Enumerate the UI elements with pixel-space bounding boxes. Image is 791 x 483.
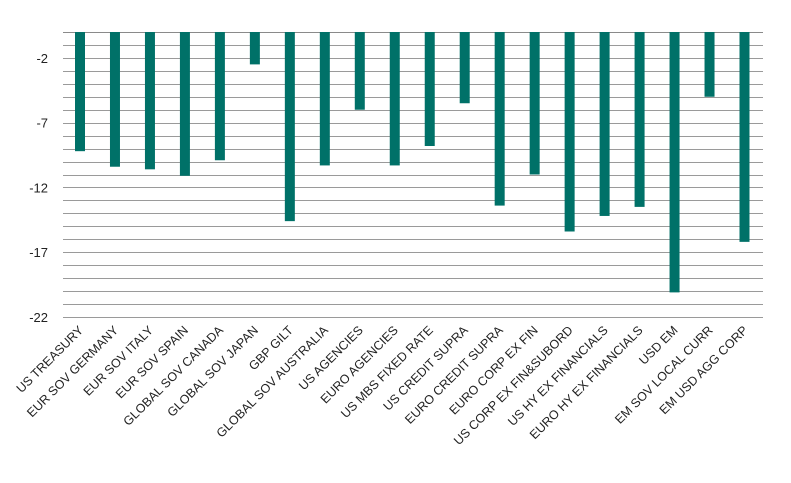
bar bbox=[599, 32, 610, 216]
bars bbox=[75, 32, 750, 293]
bar bbox=[494, 32, 505, 206]
bar bbox=[214, 32, 225, 161]
y-tick-label: -12 bbox=[29, 180, 48, 195]
bar bbox=[704, 32, 715, 97]
y-tick-label: -17 bbox=[29, 245, 48, 260]
bar bbox=[109, 32, 120, 167]
bar bbox=[179, 32, 190, 176]
bar bbox=[249, 32, 260, 65]
bar bbox=[669, 32, 680, 293]
bar bbox=[634, 32, 645, 207]
bar bbox=[284, 32, 295, 222]
bar bbox=[564, 32, 575, 232]
y-axis-ticks: -2 -7 -12 -17 -22 bbox=[29, 51, 48, 325]
bar bbox=[424, 32, 435, 146]
bar bbox=[319, 32, 330, 166]
y-tick-label: -7 bbox=[36, 116, 48, 131]
y-tick-label: -22 bbox=[29, 310, 48, 325]
bar bbox=[144, 32, 155, 170]
bar bbox=[389, 32, 400, 166]
bar bbox=[459, 32, 470, 104]
gridlines bbox=[63, 32, 763, 318]
bar bbox=[739, 32, 750, 242]
y-tick-label: -2 bbox=[36, 51, 48, 66]
bar bbox=[354, 32, 365, 110]
bar bbox=[75, 32, 85, 152]
bar bbox=[529, 32, 540, 175]
